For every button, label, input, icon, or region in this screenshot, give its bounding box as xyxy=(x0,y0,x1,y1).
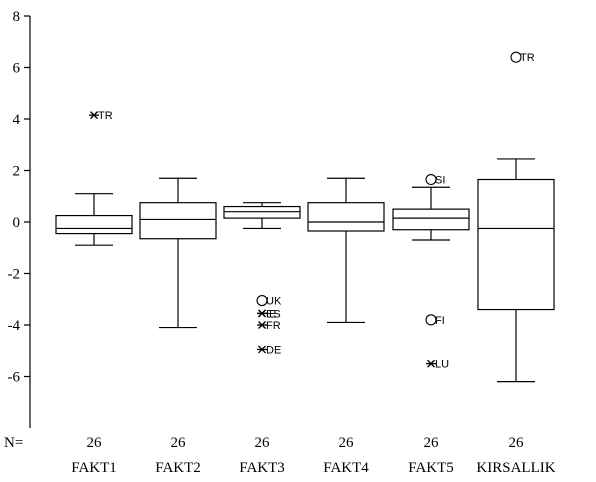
outlier-point: DE xyxy=(257,344,281,356)
box-layer xyxy=(55,158,555,383)
outlier-star-marker xyxy=(90,111,98,120)
n-count-label: 26 xyxy=(424,435,440,451)
outlier-point: FR xyxy=(257,320,281,332)
outlier-point: IE xyxy=(257,308,276,320)
box-iqr xyxy=(477,178,555,311)
n-count-label: 26 xyxy=(255,435,271,451)
outlier-label: IE xyxy=(266,308,276,320)
boxplot-group xyxy=(223,202,301,230)
n-count-label: 26 xyxy=(339,435,355,451)
box-iqr xyxy=(55,214,133,235)
category-label: FAKT3 xyxy=(239,460,285,476)
boxplot-group xyxy=(55,193,133,246)
outlier-star-marker xyxy=(258,321,266,329)
outlier-circle-marker xyxy=(425,173,437,186)
y-tick-label: -4 xyxy=(8,318,21,334)
boxplot-group xyxy=(392,186,470,241)
box-iqr xyxy=(307,202,385,232)
outlier-point: FI xyxy=(425,314,445,327)
outlier-label: LU xyxy=(435,359,449,371)
outlier-star-marker xyxy=(258,309,266,318)
y-tick-label: 0 xyxy=(13,215,21,231)
outlier-point: LU xyxy=(426,359,449,371)
category-label-layer: N= 26 FAKT1 26 FAKT2 26 FAKT3 26 FAKT4 26 FAKT5 26 K… xyxy=(4,435,556,476)
boxplot-group xyxy=(307,177,385,324)
outlier-label: ES xyxy=(266,308,281,320)
category-label: FAKT2 xyxy=(155,460,201,476)
outlier-label: TR xyxy=(520,52,535,64)
outlier-label: TR xyxy=(98,110,113,122)
boxplot-group xyxy=(139,177,217,329)
n-count-label: 26 xyxy=(509,435,525,451)
outlier-circle-marker xyxy=(510,51,522,63)
category-label: FAKT5 xyxy=(408,460,454,476)
outlier-circle-marker xyxy=(425,314,437,326)
outlier-label: FI xyxy=(435,315,445,327)
outlier-circle-marker xyxy=(256,294,268,307)
y-tick-label: -2 xyxy=(8,267,21,283)
y-axis: -6 -4 -2 0 2 4 6 8 xyxy=(8,9,31,428)
n-count-label: 26 xyxy=(87,435,103,451)
n-label: N= xyxy=(4,435,23,451)
box-iqr xyxy=(223,205,301,219)
outlier-star-marker xyxy=(427,359,435,368)
category-label: KIRSALLIK xyxy=(476,460,555,476)
outlier-point: TR xyxy=(510,51,535,64)
y-tick-label: -6 xyxy=(8,370,21,386)
box-iqr xyxy=(139,202,217,240)
y-tick-label: 2 xyxy=(13,164,21,180)
y-tick-label: 4 xyxy=(13,112,21,128)
boxplot-group xyxy=(477,158,555,383)
category-label: FAKT4 xyxy=(323,460,369,476)
outlier-label: UK xyxy=(266,296,282,308)
outlier-label: FR xyxy=(266,320,281,332)
outlier-point: UK xyxy=(256,294,282,308)
outlier-star-marker xyxy=(258,345,266,354)
outlier-label: SI xyxy=(435,175,445,187)
y-tick-label: 8 xyxy=(13,9,21,25)
outlier-point: SI xyxy=(425,173,445,187)
category-label: FAKT1 xyxy=(71,460,117,476)
outlier-label: DE xyxy=(266,344,281,356)
outlier-point: TR xyxy=(89,110,113,122)
box-iqr xyxy=(392,208,470,231)
y-tick-label: 6 xyxy=(13,61,21,77)
n-count-label: 26 xyxy=(171,435,187,451)
